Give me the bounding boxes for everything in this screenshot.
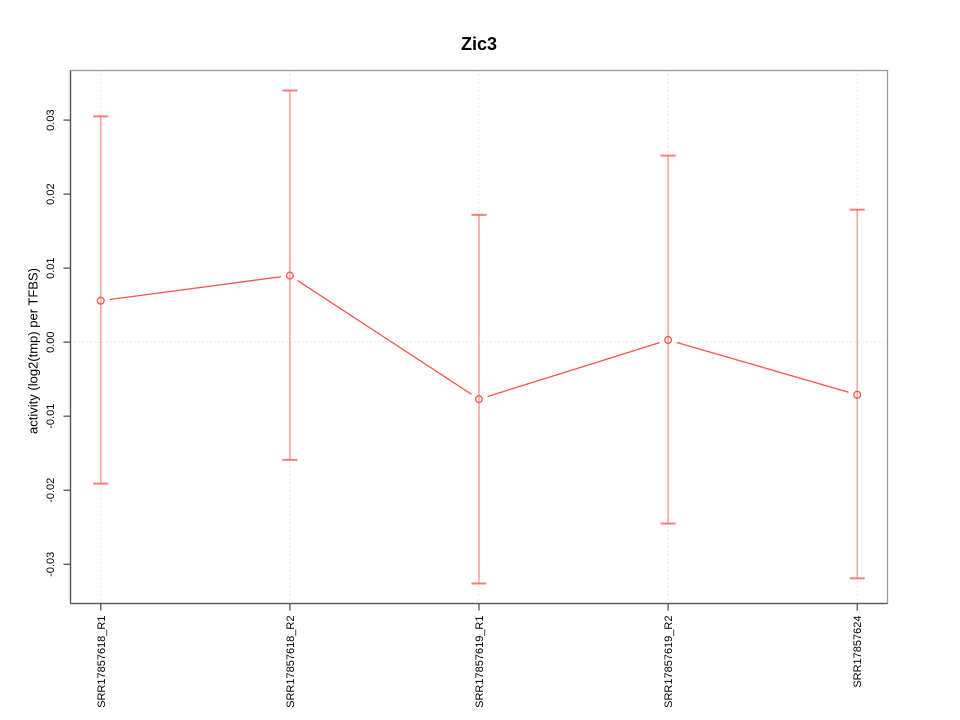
y-tick-label: -0.02 [45,478,57,503]
x-tick-label: SRR17857619_R1 [474,616,486,708]
data-point [853,390,862,399]
y-tick-label: 0.00 [45,331,57,352]
x-tick-label: SRR17857619_R2 [663,616,675,708]
data-point [285,271,294,280]
series-line-segment [676,341,849,393]
y-tick-label: -0.01 [45,404,57,429]
y-tick-label: -0.03 [45,552,57,577]
data-point [664,335,673,345]
y-tick-label: 0.01 [45,257,57,278]
x-tick-label: SRR17857618_R1 [96,616,108,708]
data-point [474,395,484,404]
data-point [96,296,105,305]
chart-title: Zic3 [460,34,498,54]
y-tick-label: 0.03 [45,109,57,130]
x-tick-label: SRR17857618_R2 [285,616,297,708]
series-line-segment [487,342,660,398]
y-tick-label: 0.02 [45,183,57,204]
x-tick-label: SRR17857624 [852,616,864,688]
series-line-segment [109,276,282,301]
series-line-segment [297,279,472,395]
